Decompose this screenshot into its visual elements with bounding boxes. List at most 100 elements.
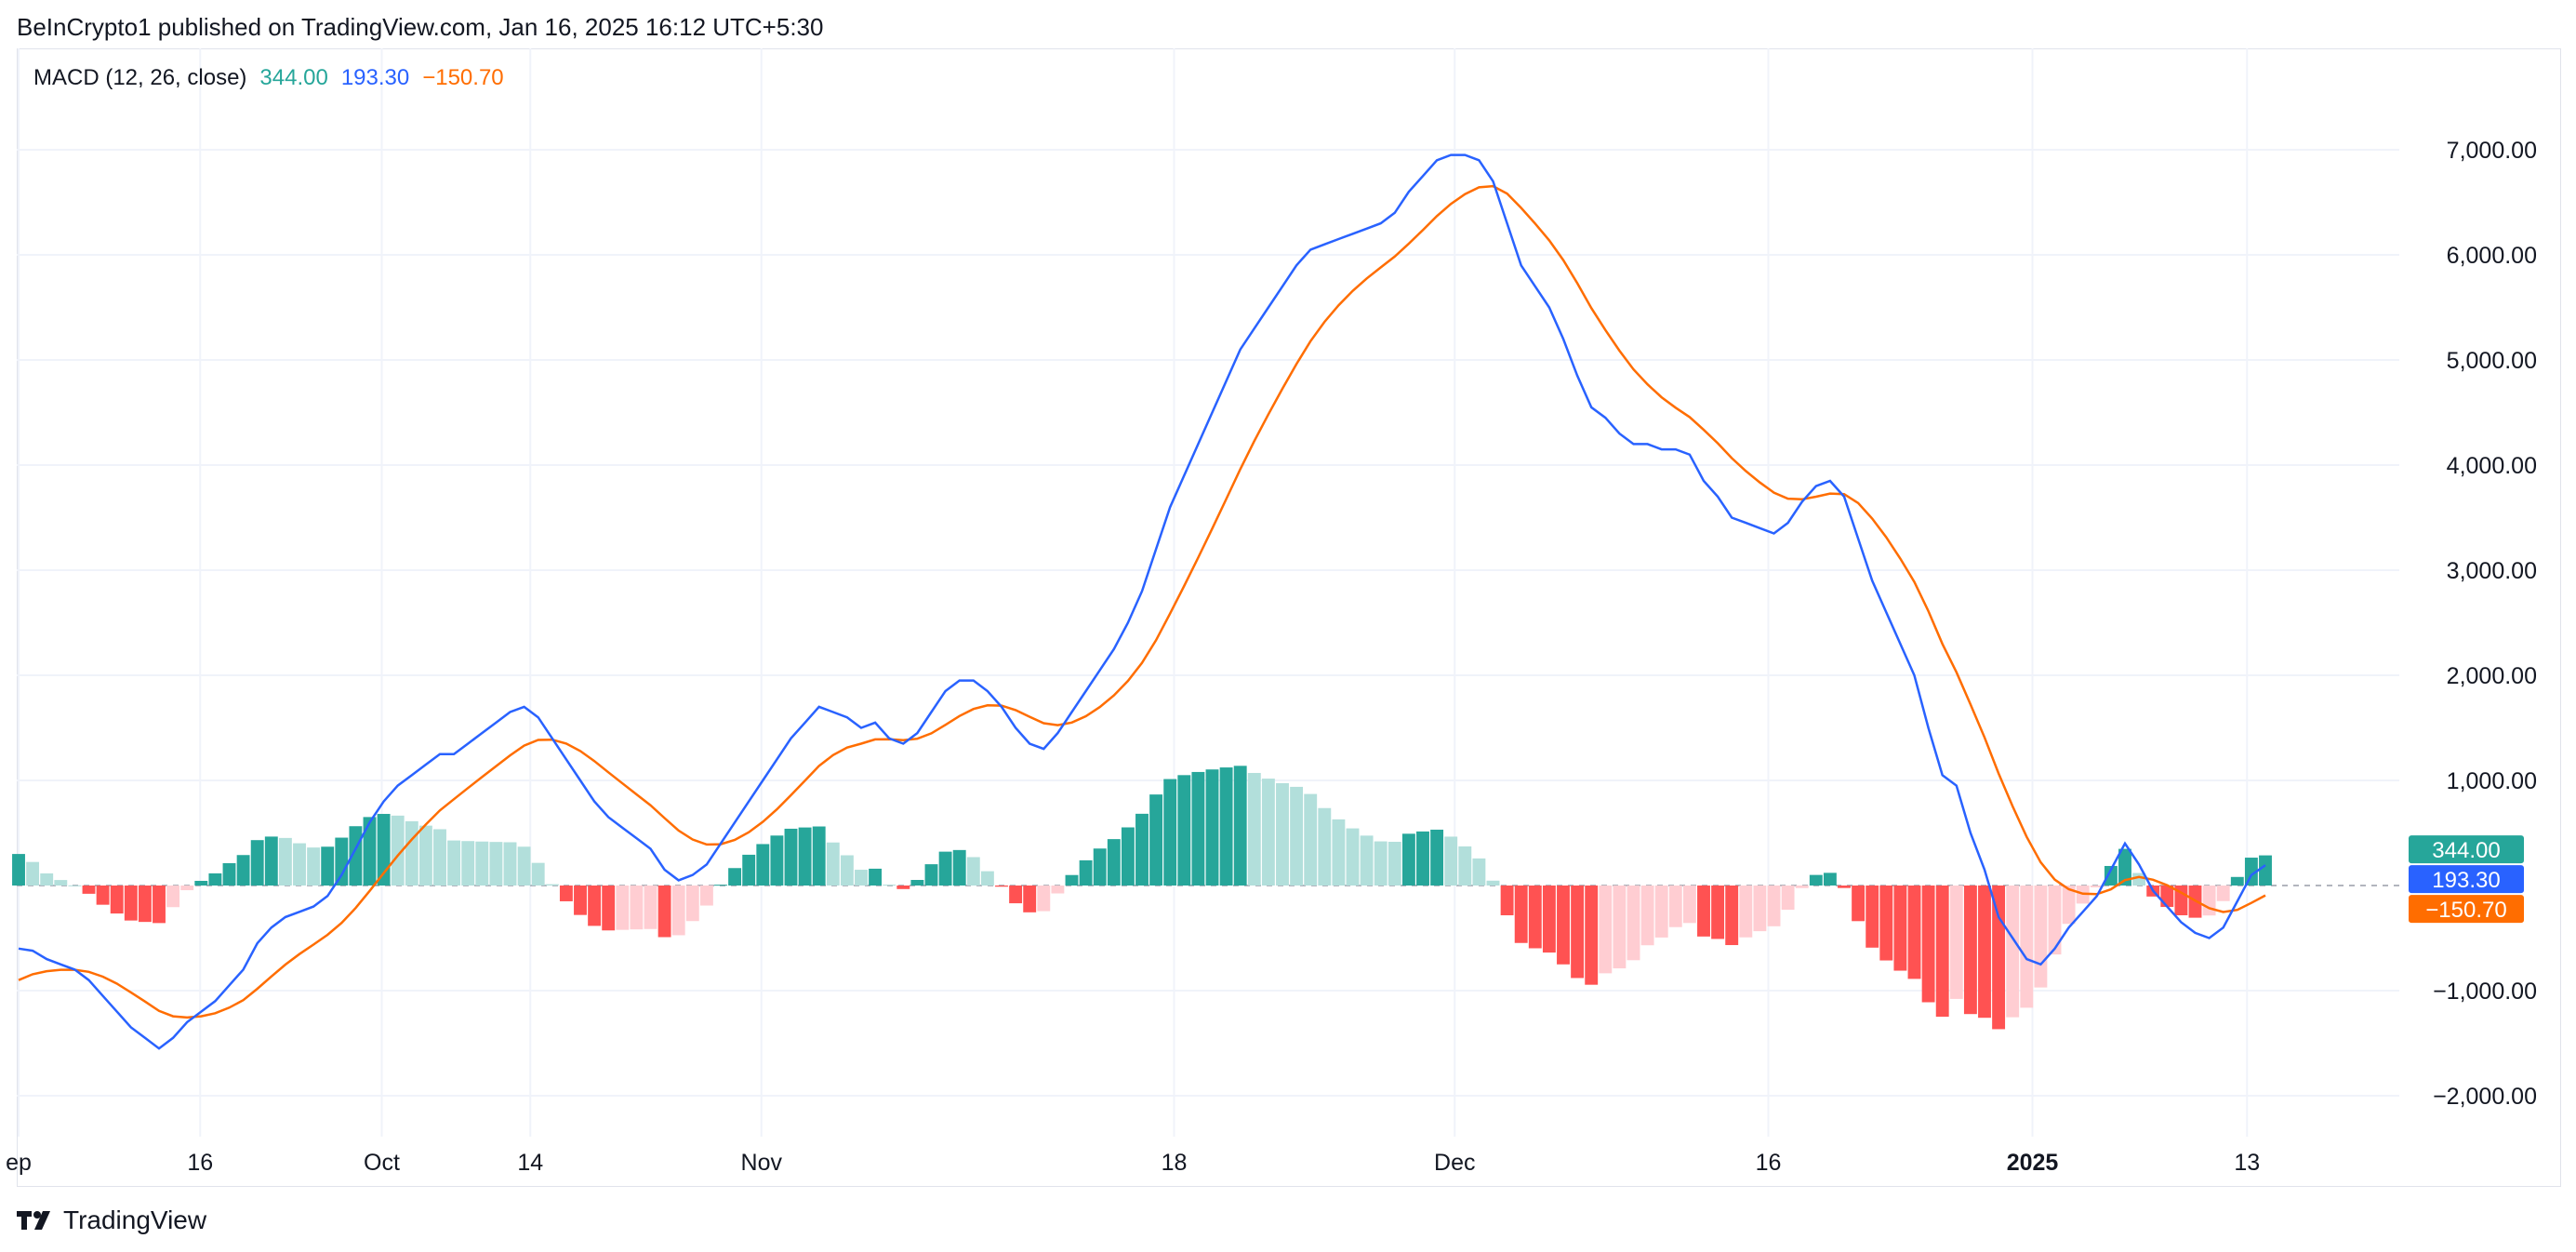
histogram-bar — [2104, 865, 2118, 886]
histogram-bar — [545, 884, 559, 886]
histogram-bar — [1992, 886, 2006, 1030]
histogram-bar — [1753, 886, 1767, 932]
histogram-bar — [2048, 886, 2062, 955]
histogram-bar — [447, 840, 461, 886]
histogram-bar — [166, 886, 180, 908]
histogram-bar — [1093, 848, 1107, 886]
histogram-bar — [980, 871, 994, 886]
histogram-bar — [1065, 874, 1079, 886]
histogram-bar — [12, 854, 25, 886]
histogram-bar — [1276, 783, 1289, 886]
histogram-bar — [574, 886, 587, 915]
histogram-bar — [1838, 886, 1851, 888]
histogram-bar — [236, 855, 250, 886]
histogram-bar — [1767, 886, 1781, 926]
histogram-bar — [1332, 819, 1346, 886]
histogram-bar — [307, 847, 321, 886]
histogram-bar — [1795, 886, 1809, 888]
histogram-bar — [180, 886, 194, 891]
histogram-bar — [1725, 886, 1739, 946]
tradingview-brand[interactable]: TradingView — [17, 1205, 206, 1235]
histogram-bar — [2020, 886, 2034, 1008]
histogram-bar — [952, 849, 966, 886]
histogram-bar — [1318, 807, 1332, 886]
y-tick-label: 1,000.00 — [2447, 768, 2537, 794]
histogram-bar — [96, 886, 110, 905]
histogram-bar — [559, 886, 573, 901]
histogram-bar — [2118, 848, 2131, 886]
histogram-bar — [1627, 886, 1640, 961]
histogram-bar — [2230, 876, 2244, 886]
histogram-bar — [2202, 886, 2216, 916]
histogram-bar — [616, 886, 630, 930]
histogram-bar — [1866, 886, 1879, 948]
histogram-bar — [1233, 766, 1247, 886]
histogram-bar — [222, 863, 236, 886]
legend-histogram-value: 344.00 — [259, 65, 328, 90]
legend-macd-value: 193.30 — [340, 65, 410, 90]
x-tick-label: 13 — [2234, 1150, 2260, 1176]
histogram-bar — [1472, 858, 1486, 886]
histogram-bar — [153, 886, 166, 924]
histogram-bar — [1051, 886, 1065, 894]
histogram-bar — [840, 855, 854, 886]
histogram-bar — [517, 846, 531, 886]
histogram-bar — [250, 840, 264, 886]
histogram-bar — [1907, 886, 1921, 979]
histogram-bar — [2034, 886, 2048, 988]
chart-pane[interactable] — [17, 48, 2561, 1187]
histogram-bar — [1430, 829, 1444, 886]
histogram-bar — [531, 862, 545, 886]
histogram-bar — [278, 837, 292, 886]
x-tick-label: Oct — [364, 1150, 400, 1176]
histogram-bar — [699, 886, 713, 906]
histogram-bar — [1107, 839, 1121, 886]
histogram-bar — [433, 829, 446, 886]
histogram-bar — [2006, 886, 2020, 1018]
histogram-bar — [1668, 886, 1682, 927]
y-tick-label: 5,000.00 — [2447, 348, 2537, 374]
histogram-bar — [1542, 886, 1556, 953]
histogram-bar — [1879, 886, 1893, 961]
y-tick-label: 7,000.00 — [2447, 138, 2537, 164]
indicator-legend[interactable]: MACD (12, 26, close) 344.00 193.30 −150.70 — [33, 65, 517, 91]
histogram-bar — [1458, 846, 1472, 886]
histogram-bar — [1528, 886, 1542, 949]
histogram-bar — [1023, 886, 1037, 912]
histogram-bar — [924, 864, 938, 886]
histogram-bar — [2090, 886, 2104, 887]
histogram-bar — [1037, 886, 1051, 912]
histogram-bar — [1304, 793, 1318, 886]
histogram-bar — [1809, 874, 1823, 886]
histogram-bar — [2174, 886, 2188, 915]
histogram-bar — [1191, 771, 1205, 886]
histogram-bar — [1978, 886, 1991, 1019]
histogram-bar — [588, 886, 602, 926]
histogram-bar — [685, 886, 699, 922]
histogram-bar — [1388, 842, 1401, 886]
x-tick-label: 2025 — [2007, 1150, 2059, 1176]
histogram-bar — [657, 886, 671, 938]
histogram-bar — [264, 836, 278, 886]
y-tick-label: 2,000.00 — [2447, 663, 2537, 689]
histogram-bar — [1697, 886, 1710, 937]
histogram-bar — [335, 837, 349, 886]
x-tick-label: 16 — [1756, 1150, 1782, 1176]
histogram-bar — [124, 886, 138, 921]
histogram-bar — [1121, 827, 1135, 886]
histogram-bar — [1177, 775, 1191, 886]
x-tick-label: ep — [6, 1150, 32, 1176]
histogram-bar — [40, 872, 54, 886]
histogram-bar — [1711, 886, 1725, 939]
histogram-bar — [1486, 880, 1500, 886]
histogram-bar — [756, 844, 770, 886]
histogram-bar — [1416, 831, 1429, 886]
histogram-bar — [1290, 786, 1304, 886]
histogram-bar — [1557, 886, 1570, 965]
histogram-bar — [1963, 886, 1977, 1015]
histogram-bar — [1374, 841, 1388, 886]
histogram-bar — [1360, 835, 1374, 886]
histogram-bar — [321, 846, 335, 886]
histogram-bar — [1135, 813, 1149, 886]
